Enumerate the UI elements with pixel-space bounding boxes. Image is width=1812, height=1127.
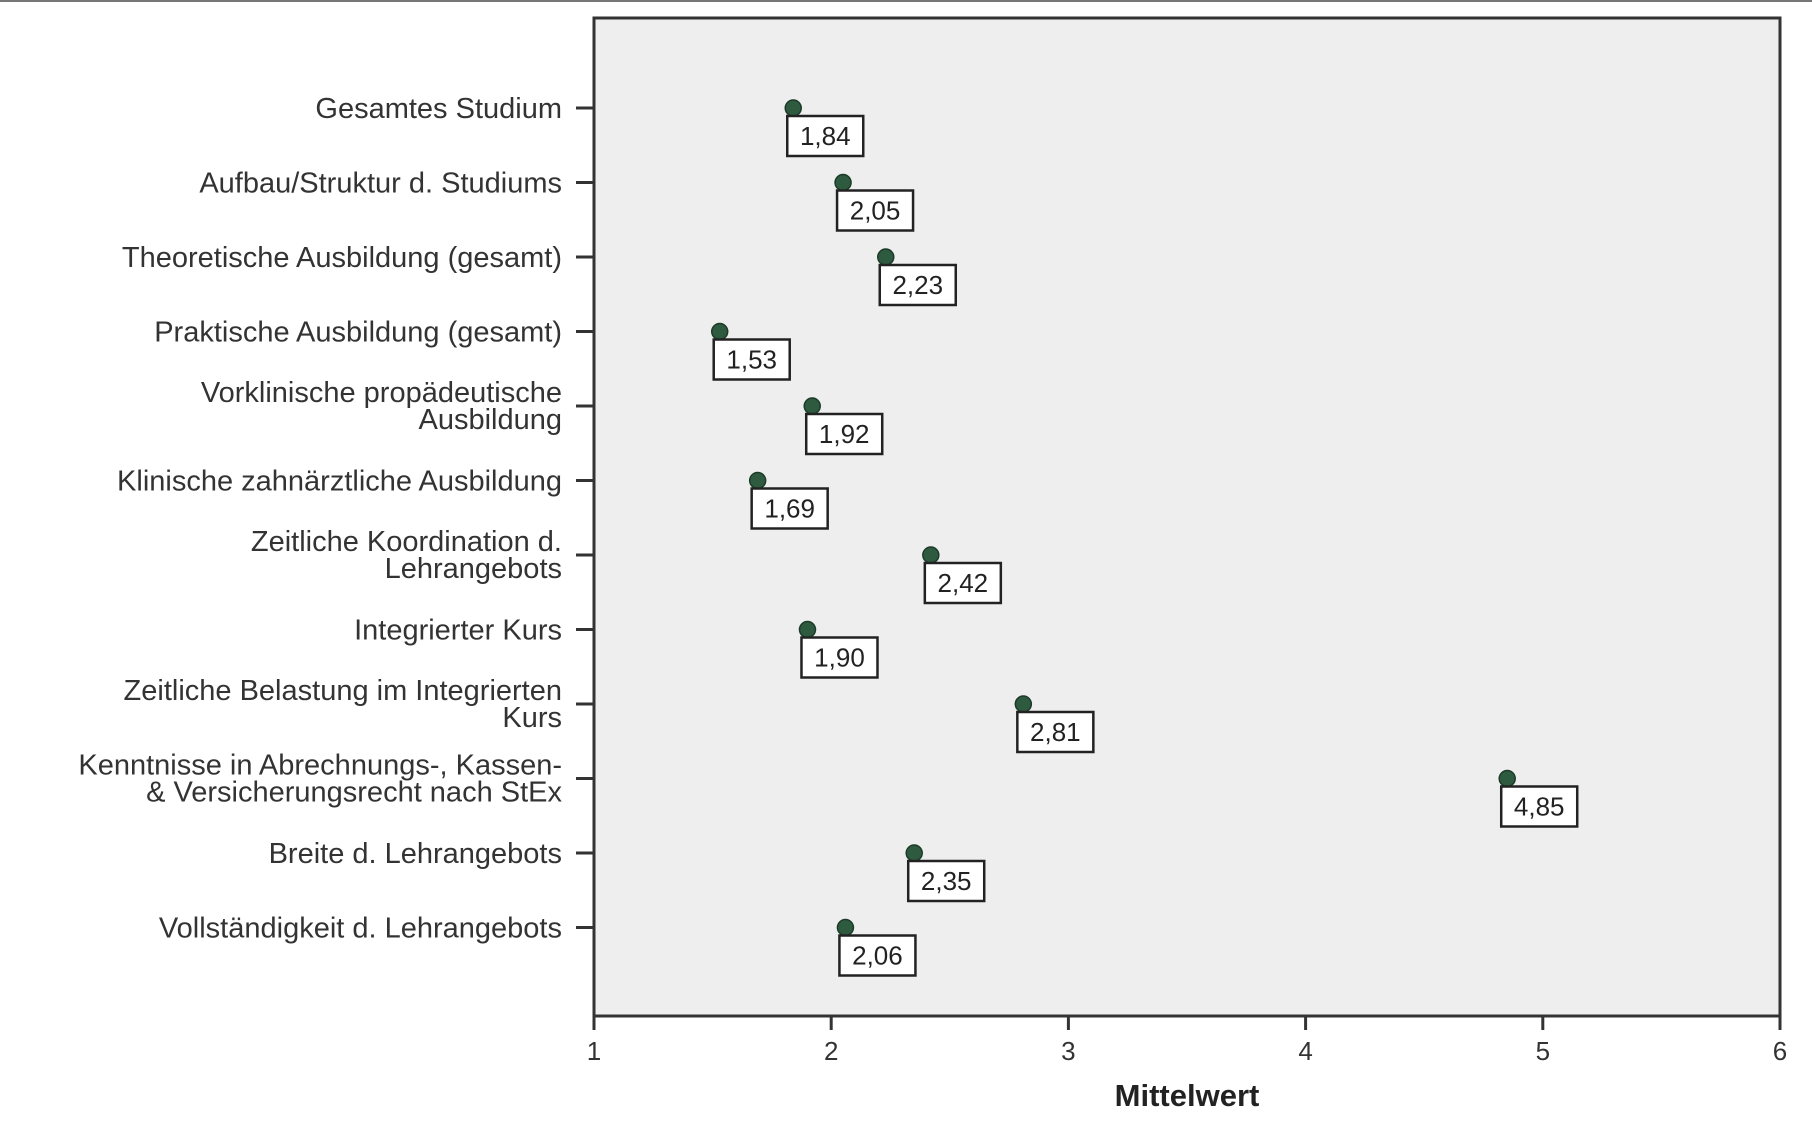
y-tick-label: Breite d. Lehrangebots: [269, 838, 562, 870]
y-tick-label-line: Klinische zahnärztliche Ausbildung: [117, 466, 562, 498]
y-tick-label: Zeitliche Belastung im Integrierten Kurs: [124, 675, 562, 734]
data-point: [784, 99, 802, 117]
y-tick-label: Praktische Ausbildung (gesamt): [154, 317, 562, 349]
data-label: 2,81: [1030, 717, 1081, 747]
data-point-group: 2,81: [1014, 695, 1095, 754]
data-point: [877, 248, 895, 266]
x-tick-label: 5: [1536, 1036, 1550, 1066]
data-point-group: 1,84: [784, 99, 865, 158]
data-label-box: [712, 338, 791, 381]
y-tick-label-line: Vorklinische propädeutische: [201, 377, 562, 409]
data-label: 1,84: [800, 121, 851, 151]
y-tick-label-line: Integrierter Kurs: [354, 615, 562, 647]
y-tick-label: Gesamtes Studium: [315, 93, 562, 125]
y-tick-label: Zeitliche Koordination d. Lehrangebots: [251, 526, 562, 585]
data-point: [905, 844, 923, 862]
data-label-box: [785, 114, 865, 158]
data-point: [1014, 695, 1033, 713]
data-label-box: [923, 561, 1003, 605]
data-label: 2,42: [938, 568, 989, 598]
data-label-box: [804, 412, 884, 456]
data-label-box: [906, 859, 986, 903]
data-label-box: [835, 189, 915, 232]
y-tick-label-line: Kurs: [502, 702, 562, 734]
data-point-group: 2,05: [834, 173, 915, 232]
x-tick-label: 2: [824, 1036, 838, 1066]
y-tick-label-line: Kenntnisse in Abrechnungs-, Kassen-: [78, 750, 562, 782]
y-tick-label-line: Aufbau/Struktur d. Studiums: [199, 168, 562, 200]
data-label-box: [800, 636, 879, 679]
data-point-group: 4,85: [1498, 769, 1579, 828]
data-label: 1,53: [726, 345, 777, 375]
data-point-group: 2,42: [922, 546, 1003, 605]
data-label: 1,69: [764, 494, 815, 524]
data-point: [834, 173, 852, 192]
data-point-group: 1,92: [803, 397, 884, 456]
data-label: 2,23: [892, 270, 943, 300]
x-tick-label: 1: [587, 1036, 601, 1066]
data-point: [798, 620, 817, 639]
data-point-group: 2,06: [836, 918, 917, 977]
data-point: [1498, 769, 1516, 788]
x-tick-label: 4: [1298, 1036, 1312, 1066]
y-tick-label-line: Theoretische Ausbildung (gesamt): [122, 242, 562, 274]
y-tick-label: Integrierter Kurs: [354, 615, 562, 647]
y-tick-label: Vollständigkeit d. Lehrangebots: [159, 913, 562, 945]
y-tick-label-line: Breite d. Lehrangebots: [269, 838, 562, 870]
y-tick-label: Vorklinische propädeutische Ausbildung: [201, 377, 562, 436]
data-point: [836, 918, 855, 937]
x-axis-title: Mittelwert: [1115, 1078, 1260, 1113]
data-point: [710, 322, 729, 341]
data-label-box: [838, 934, 917, 977]
data-point-group: 2,23: [877, 248, 958, 307]
data-point-group: 1,90: [798, 620, 879, 679]
data-point: [748, 471, 767, 490]
y-tick-label-line: Gesamtes Studium: [315, 93, 562, 125]
y-tick-label: Klinische zahnärztliche Ausbildung: [117, 466, 562, 498]
y-tick-label-line: Ausbildung: [419, 404, 563, 436]
data-point-group: 2,35: [905, 844, 986, 903]
data-label: 4,85: [1514, 792, 1565, 822]
data-point-group: 1,69: [748, 471, 829, 530]
data-label: 2,05: [850, 196, 901, 226]
data-label: 1,92: [819, 419, 870, 449]
data-label: 2,35: [921, 866, 972, 896]
y-tick-label-line: Vollständigkeit d. Lehrangebots: [159, 913, 562, 945]
data-point: [922, 546, 940, 564]
x-tick-label: 6: [1773, 1036, 1787, 1066]
y-tick-label-line: Zeitliche Koordination d.: [251, 526, 562, 558]
data-label-box: [750, 487, 829, 530]
x-tick-label: 3: [1061, 1036, 1075, 1066]
data-point: [803, 397, 821, 415]
data-label-box: [878, 263, 958, 307]
y-tick-label-line: Lehrangebots: [385, 553, 562, 585]
data-label-box: [1016, 710, 1095, 754]
y-tick-label: Aufbau/Struktur d. Studiums: [199, 168, 562, 200]
data-label: 2,06: [852, 941, 903, 971]
y-tick-label-line: Zeitliche Belastung im Integrierten: [124, 675, 562, 707]
y-tick-label: Kenntnisse in Abrechnungs-, Kassen-& Ver…: [78, 750, 562, 809]
y-tick-label: Theoretische Ausbildung (gesamt): [122, 242, 562, 274]
y-tick-label-line: Praktische Ausbildung (gesamt): [154, 317, 562, 349]
data-label-box: [1499, 785, 1579, 828]
y-tick-label-line: & Versicherungsrecht nach StEx: [146, 777, 562, 809]
data-point-group: 1,53: [710, 322, 791, 381]
data-label: 1,90: [814, 643, 865, 673]
